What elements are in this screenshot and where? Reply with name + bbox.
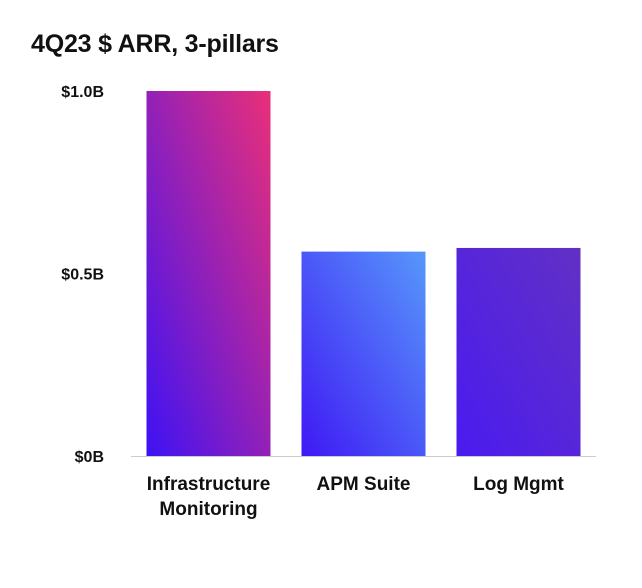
bar bbox=[301, 251, 426, 456]
bar-series bbox=[146, 91, 581, 456]
y-tick-label: $0.5B bbox=[61, 267, 104, 284]
x-category-label: Log Mgmt bbox=[473, 474, 564, 495]
bar bbox=[456, 247, 581, 456]
y-tick-label: $1.0B bbox=[61, 84, 104, 101]
x-category-label-line: Log Mgmt bbox=[473, 474, 564, 495]
y-axis: $0B $0.5B $1.0B bbox=[61, 84, 104, 466]
bar bbox=[146, 91, 271, 456]
x-category-label-line: APM Suite bbox=[317, 474, 411, 495]
x-category-label: APM Suite bbox=[317, 474, 411, 495]
chart-title: 4Q23 $ ARR, 3-pillars bbox=[31, 30, 279, 58]
y-tick-label: $0B bbox=[75, 449, 104, 466]
x-category-label-line: Monitoring bbox=[159, 499, 257, 520]
x-axis: Infrastructure Monitoring APM Suite Log Mgm… bbox=[147, 474, 565, 520]
x-category-label: Infrastructure Monitoring bbox=[147, 474, 271, 520]
x-category-label-line: Infrastructure bbox=[147, 474, 271, 495]
